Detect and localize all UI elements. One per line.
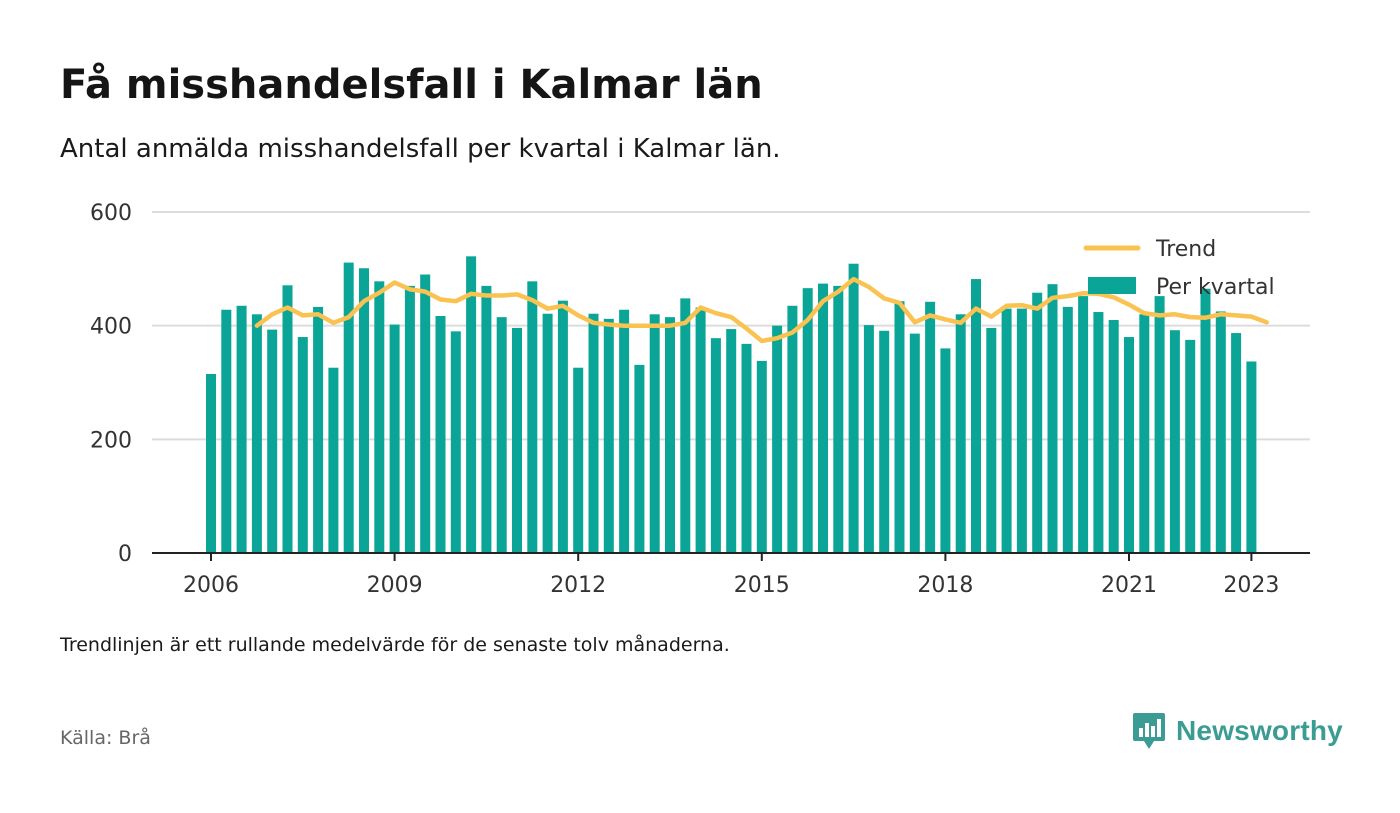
bar bbox=[466, 256, 477, 553]
bar bbox=[894, 301, 905, 553]
x-tick-label: 2018 bbox=[917, 573, 973, 598]
x-tick-label: 2023 bbox=[1223, 573, 1279, 598]
bar bbox=[328, 367, 339, 553]
x-tick-label: 2009 bbox=[367, 573, 423, 598]
bar bbox=[481, 285, 492, 553]
bar bbox=[1231, 333, 1242, 553]
trend-footnote: Trendlinjen är ett rullande medelvärde f… bbox=[60, 634, 730, 656]
bar bbox=[1032, 292, 1043, 553]
bar bbox=[971, 279, 981, 553]
legend: Trend Per kvartal bbox=[1083, 237, 1275, 300]
bar bbox=[512, 327, 522, 553]
bar bbox=[236, 305, 247, 553]
bar bbox=[925, 301, 936, 553]
legend-bar-swatch bbox=[1088, 277, 1136, 294]
brand-name: Newsworthy bbox=[1176, 715, 1343, 746]
bar bbox=[665, 317, 675, 553]
bar bbox=[1185, 339, 1196, 553]
bar bbox=[267, 329, 278, 553]
axes: 2006 2009 2012 2015 2018 2021 2023 bbox=[152, 552, 1310, 598]
bar bbox=[359, 268, 369, 553]
bar bbox=[695, 307, 706, 553]
bar bbox=[833, 285, 844, 553]
bar bbox=[802, 288, 813, 553]
bar bbox=[1016, 308, 1027, 553]
x-tick-label: 2015 bbox=[734, 573, 790, 598]
bar bbox=[603, 318, 614, 553]
bar bbox=[1169, 330, 1180, 553]
bars bbox=[206, 256, 1257, 553]
bar bbox=[680, 298, 691, 553]
bar bbox=[450, 331, 461, 553]
bar bbox=[588, 313, 599, 553]
bar bbox=[955, 314, 966, 553]
bar bbox=[756, 360, 767, 553]
bar bbox=[1200, 288, 1211, 553]
bar bbox=[848, 263, 859, 553]
bar bbox=[573, 367, 584, 553]
bar bbox=[1139, 314, 1150, 553]
bar bbox=[710, 338, 721, 553]
y-tick-label: 0 bbox=[118, 542, 132, 567]
bar bbox=[420, 274, 431, 553]
y-tick-label: 600 bbox=[90, 201, 132, 226]
bar bbox=[634, 364, 645, 553]
bar bbox=[404, 285, 415, 553]
bar bbox=[863, 325, 874, 553]
legend-bar-label: Per kvartal bbox=[1156, 275, 1275, 300]
bar bbox=[879, 330, 890, 553]
bar bbox=[374, 281, 385, 553]
bar bbox=[1062, 306, 1073, 553]
bar bbox=[206, 373, 216, 553]
source-text: Källa: Brå bbox=[60, 727, 151, 749]
brand-logo: Newsworthy bbox=[1132, 711, 1343, 751]
bar bbox=[542, 313, 553, 553]
x-tick-label: 2006 bbox=[183, 573, 239, 598]
bar bbox=[1078, 296, 1089, 553]
bar bbox=[1093, 312, 1104, 553]
bar bbox=[282, 285, 293, 553]
bar bbox=[1108, 319, 1119, 553]
bar bbox=[1001, 308, 1012, 553]
bar bbox=[726, 329, 737, 553]
bar bbox=[557, 300, 568, 553]
bar bbox=[496, 317, 507, 553]
bar bbox=[940, 348, 951, 553]
bar bbox=[909, 333, 920, 553]
bar bbox=[818, 283, 828, 553]
bar bbox=[389, 324, 400, 553]
bar bbox=[313, 306, 324, 553]
chart-subtitle: Antal anmälda misshandelsfall per kvarta… bbox=[60, 134, 781, 164]
bar bbox=[1047, 284, 1058, 553]
bar bbox=[787, 305, 798, 553]
bar bbox=[297, 337, 308, 553]
bar bbox=[251, 314, 262, 553]
x-tick-label: 2012 bbox=[550, 573, 606, 598]
bar bbox=[741, 343, 752, 553]
bar bbox=[1246, 361, 1257, 553]
bar bbox=[986, 327, 997, 553]
bar bbox=[649, 314, 660, 553]
legend-trend-label: Trend bbox=[1155, 237, 1216, 262]
newsworthy-logo-icon bbox=[1133, 713, 1165, 749]
bar bbox=[1215, 311, 1226, 553]
bar bbox=[221, 309, 232, 553]
y-tick-label: 400 bbox=[90, 315, 132, 340]
bar bbox=[343, 262, 354, 553]
bar bbox=[435, 316, 446, 553]
bar bbox=[1154, 296, 1165, 553]
y-tick-label: 200 bbox=[90, 428, 132, 453]
chart-title: Få misshandelsfall i Kalmar län bbox=[60, 62, 763, 108]
bar bbox=[619, 309, 630, 553]
x-tick-label: 2021 bbox=[1101, 573, 1157, 598]
bar bbox=[772, 325, 783, 553]
bar bbox=[1124, 337, 1134, 553]
bar bbox=[527, 281, 538, 553]
